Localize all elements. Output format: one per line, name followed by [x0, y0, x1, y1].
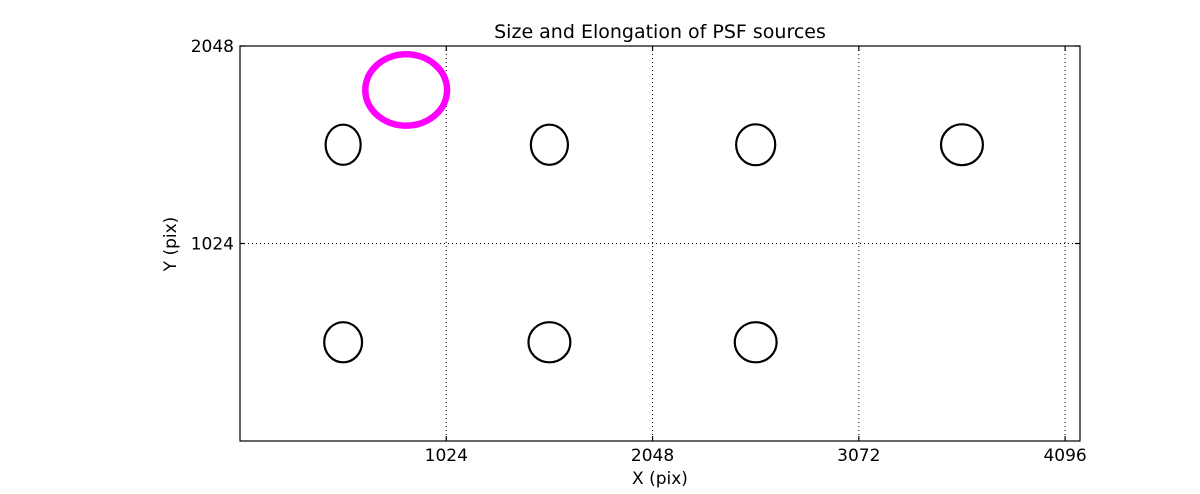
axis-ticks [240, 45, 1080, 441]
psf-sources-ellipse-0 [324, 123, 362, 166]
x-tick-label-1024: 1024 [425, 446, 468, 466]
tick-labels: 1024 2048 3072 4096 1024 2048 [191, 37, 1087, 466]
psf-sources-ellipse-6 [733, 321, 778, 364]
y-axis-label: Y (pix) [161, 217, 181, 273]
x-tick-label-4096: 4096 [1043, 446, 1086, 466]
psf-sources-ellipse-5 [527, 321, 572, 364]
y-tick-label-1024: 1024 [191, 234, 234, 254]
x-tick-label-2048: 2048 [631, 446, 674, 466]
y-tick-label-2048: 2048 [191, 37, 234, 57]
psf-sources-ellipse-3 [939, 123, 985, 167]
psf-sources-ellipse-1 [529, 123, 570, 166]
chart-title: Size and Elongation of PSF sources [494, 21, 826, 43]
x-axis-label: X (pix) [632, 469, 688, 489]
x-tick-label-3072: 3072 [837, 446, 880, 466]
psf-sources-layer [323, 51, 985, 364]
psf-sources-ellipse-2 [735, 123, 777, 167]
outlier-source-ellipse-0 [362, 51, 451, 129]
psf-sources-ellipse-4 [323, 321, 364, 364]
